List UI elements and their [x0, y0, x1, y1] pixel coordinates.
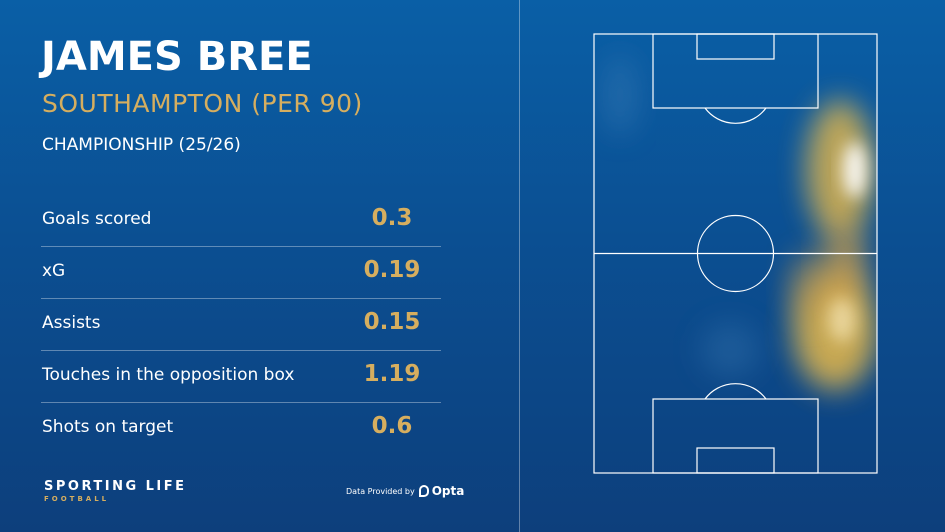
bottom-penalty-arc: [704, 383, 767, 400]
heatmap-pitch: [593, 33, 878, 474]
data-provider-credit: Data Provided by Opta: [346, 484, 464, 498]
heat-core: [828, 298, 856, 342]
bottom-penalty-box: [652, 398, 819, 474]
provider-name: Opta: [431, 484, 465, 498]
stat-row-goals: Goals scored 0.3: [41, 195, 441, 247]
top-penalty-box: [652, 33, 819, 109]
stat-label: xG: [42, 261, 66, 281]
stat-label: Goals scored: [42, 209, 152, 229]
stat-row-assists: Assists 0.15: [41, 299, 441, 351]
pitch-lines: [593, 33, 878, 474]
sporting-life-logo: SPORTING LIFE FOOTBALL: [44, 479, 187, 503]
stat-label: Touches in the opposition box: [42, 365, 295, 385]
stat-value: 0.19: [363, 257, 421, 283]
stat-value: 0.3: [371, 205, 413, 231]
stat-row-touches: Touches in the opposition box 1.19: [41, 351, 441, 403]
heatmap-layer: [602, 55, 877, 390]
heat-zone: [823, 225, 867, 305]
top-six-yard-box: [696, 33, 775, 60]
heat-core: [843, 142, 867, 198]
team-label: SOUTHAMPTON (PER 90): [42, 89, 363, 118]
heat-zone: [700, 322, 760, 378]
stat-label: Assists: [42, 313, 101, 333]
stats-table: Goals scored 0.3 xG 0.19 Assists 0.15 To…: [41, 195, 441, 454]
opta-logo-icon: [418, 485, 429, 497]
heat-zone: [806, 100, 874, 240]
top-penalty-arc: [704, 107, 767, 124]
provider-text: Data Provided by: [346, 486, 415, 496]
stat-row-xg: xG 0.19: [41, 247, 441, 299]
brand-sub-text: FOOTBALL: [44, 495, 110, 503]
heat-zone: [788, 250, 832, 320]
bottom-six-yard-box: [696, 447, 775, 474]
competition-label: CHAMPIONSHIP (25/26): [42, 135, 241, 155]
centre-circle: [696, 214, 775, 293]
heat-zone: [602, 55, 638, 135]
stat-label: Shots on target: [42, 417, 174, 437]
stat-row-shots: Shots on target 0.6: [41, 403, 441, 454]
brand-main-text: SPORTING LIFE: [44, 479, 187, 494]
panel-divider: [519, 0, 520, 532]
stat-value: 0.15: [363, 309, 421, 335]
player-name: JAMES BREE: [41, 34, 313, 80]
stat-value: 1.19: [363, 361, 421, 387]
stat-value: 0.6: [371, 413, 413, 439]
